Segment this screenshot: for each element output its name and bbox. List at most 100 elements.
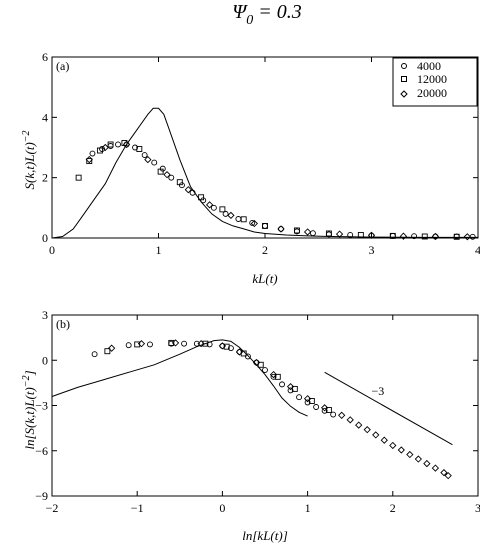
panel-b-annotation: −3 <box>372 384 385 398</box>
panel-a-series-20000-point <box>163 171 171 179</box>
panel-b-xtick-label: 3 <box>475 501 480 515</box>
panel-a-ytick-label: 0 <box>42 231 48 245</box>
panel-b-tag: (b) <box>56 317 70 331</box>
panel-a-xtick-label: 3 <box>369 243 375 257</box>
panel-a-series-12000-point <box>86 158 93 165</box>
panel-a-series-20000-point <box>399 232 408 240</box>
panel-b-series-4000-point <box>287 387 294 394</box>
panel-b-ytick-label: −9 <box>35 489 48 503</box>
panel-b-series-20000-point <box>338 411 346 419</box>
panel-b-series-12000-point <box>274 373 281 380</box>
panel-a-ylabel: S(k,t)L(t)−2 <box>21 130 37 189</box>
panel-b-series-20000-point <box>346 416 354 424</box>
legend-label-4000: 4000 <box>417 59 441 73</box>
panel-b-series-12000-point <box>291 385 298 392</box>
panel-a-series-4000-point <box>249 219 256 226</box>
panel-a-series-12000-point <box>219 206 226 213</box>
panel-b-ytick-label: −3 <box>35 399 48 413</box>
panel-b: (b) −2 −1 0 1 2 3 −9 −6 −3 0 3 −3 ln[kL(t)] ln[S(k… <box>21 308 480 543</box>
panel-b-series-12000-point <box>168 339 175 346</box>
panel-b-series-20000-point <box>414 455 422 463</box>
panel-a-series-20000-point <box>367 231 376 239</box>
panel-a-series-12000-point <box>357 232 364 238</box>
panel-a-xtick-label: 2 <box>262 243 268 257</box>
panel-b-series-12000-point <box>104 348 111 355</box>
panel-b-series-20000-point <box>444 472 452 480</box>
panel-a-series-12000-point <box>107 141 114 148</box>
panel-a-series-20000-point <box>85 155 93 164</box>
panel-a-ylabel-main: S(k,t)L(t) <box>22 142 37 189</box>
panel-a-series-20000-point <box>101 143 109 152</box>
panel-a-series-20000-point <box>303 228 312 236</box>
panel-b-series-4000-point <box>245 353 251 360</box>
panel-b-series-20000-point <box>218 342 227 350</box>
panel-a-series-4000-point <box>262 222 268 229</box>
panel-b-series-20000-point <box>363 425 371 434</box>
panel-b-series-20000-point <box>440 468 448 477</box>
panel-b-series-4000-point <box>181 340 188 347</box>
legend-label-12000: 12000 <box>417 72 447 86</box>
panel-b-ylabel-sup: −2 <box>21 375 32 387</box>
title-symbol: Ψ <box>232 1 248 23</box>
figure-title: Ψ0 = 0.3 <box>232 1 302 28</box>
panel-b-slope-reference-line <box>324 371 453 446</box>
panel-a-series-20000-point <box>431 232 440 241</box>
panel-a-series-12000-point <box>96 147 103 154</box>
panel-a-series-12000-point <box>294 227 300 234</box>
legend-marker-20000 <box>400 90 408 98</box>
panel-b-series-4000-point <box>304 399 311 406</box>
panel-b-series-4000-point <box>321 407 328 414</box>
panel-a-series-12000-point <box>136 146 143 152</box>
panel-b-series-20000-point <box>423 459 431 468</box>
panel-a-series-20000-point <box>122 140 131 149</box>
panel-b-series-20000-point <box>171 339 180 347</box>
panel-b-series-12000-point <box>202 340 209 347</box>
panel-a-series-4000-point <box>222 210 229 217</box>
panel-b-series-12000-point <box>257 361 264 368</box>
panel-a-legend: 4000 12000 20000 <box>392 57 478 107</box>
panel-a-series-20000-point <box>277 225 285 233</box>
panel-b-series-20000-point <box>389 441 397 450</box>
panel-b-series-20000-point <box>321 404 329 412</box>
panel-b-ylabel-main: ln[S(k,t)L(t) <box>22 387 37 449</box>
panel-a-series-3-curve <box>51 107 478 239</box>
panel-a-series-12000-point <box>240 216 247 223</box>
panel-a-series-4000-point <box>309 230 316 237</box>
panel-a-xtick-label: 4 <box>475 243 480 257</box>
panel-b-series-4000-point <box>147 341 153 348</box>
panel-a-series-4000-point <box>89 150 96 157</box>
panel-a-series-4000-point <box>411 233 418 240</box>
panel-a-series-20000-point <box>184 186 192 194</box>
panel-a-series-12000-point <box>421 233 428 240</box>
panel-b-xtick-label: 0 <box>219 501 225 515</box>
panel-a-series-12000-point <box>389 232 396 239</box>
panel-a-series-20000-point <box>250 219 258 228</box>
panel-a-series-12000-point <box>325 230 332 237</box>
panel-b-ylabel: ln[S(k,t)L(t)−2] <box>21 370 37 449</box>
panel-a-series-4000-point <box>347 232 354 238</box>
panel-b-series-4000-point <box>313 404 320 410</box>
panel-a-series-4000-point <box>151 159 158 166</box>
panel-a-series-20000-point <box>463 233 471 241</box>
panel-b-series-20000-point <box>372 431 380 439</box>
panel-a-xlabel: kL(t) <box>252 271 277 286</box>
panel-a-series-12000-point <box>75 174 82 181</box>
panel-b-ylabel-suffix: ] <box>22 370 37 376</box>
legend-marker-4000 <box>401 63 407 69</box>
panel-b-series-20000-point <box>137 340 146 348</box>
panel-b-series-20000-point <box>431 464 440 472</box>
panel-a-xtick-label: 0 <box>49 243 55 257</box>
panel-a-series-12000-point <box>157 168 164 175</box>
panel-b-xlabel: ln[kL(t)] <box>242 528 288 543</box>
panel-a-series-12000-point <box>198 194 205 201</box>
panel-a-series-12000-point <box>453 233 460 240</box>
panel-a-series-4000-point <box>141 152 148 158</box>
panel-a-series-4000-point <box>115 141 121 148</box>
panel-b-series-4000-point <box>270 373 277 380</box>
panel-b-series-4000-point <box>296 394 303 401</box>
panel-b-series-20000-point <box>397 446 405 454</box>
panel-b-ytick-label: 0 <box>42 353 48 367</box>
panel-b-series-4000-point <box>227 345 234 352</box>
panel-b-series-3-curve <box>51 339 308 417</box>
